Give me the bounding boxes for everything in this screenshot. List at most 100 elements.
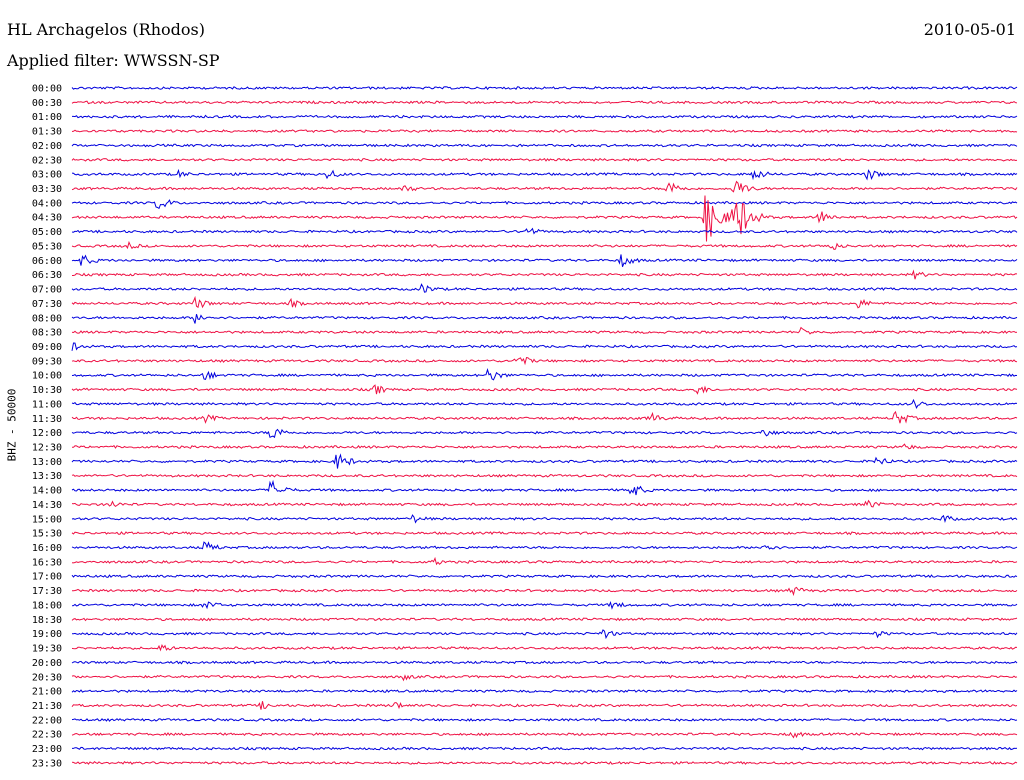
trace-line-0630 xyxy=(72,269,1018,280)
trace-line-1430 xyxy=(71,499,1018,508)
trace-time-label: 15:00 xyxy=(32,514,62,525)
trace-time-label: 16:30 xyxy=(32,557,62,568)
trace-line-0300 xyxy=(71,168,1018,181)
trace-time-label: 22:30 xyxy=(32,730,62,741)
trace-time-label: 02:00 xyxy=(32,141,62,152)
trace-line-1700 xyxy=(71,574,1018,579)
trace-line-1900 xyxy=(71,629,1018,640)
trace-time-label: 05:30 xyxy=(32,241,62,252)
trace-line-1830 xyxy=(71,617,1018,622)
station-title: HL Archagelos (Rhodos) xyxy=(7,20,205,39)
trace-time-label: 23:00 xyxy=(32,744,62,755)
trace-line-1000 xyxy=(71,367,1018,381)
trace-line-1530 xyxy=(71,531,1018,536)
trace-line-1730 xyxy=(72,586,1018,597)
trace-line-0200 xyxy=(71,143,1018,148)
trace-time-label: 18:00 xyxy=(32,600,62,611)
trace-line-1200 xyxy=(71,428,1018,439)
trace-time-label: 23:30 xyxy=(32,758,62,769)
trace-line-2100 xyxy=(71,689,1018,693)
trace-line-2130 xyxy=(71,701,1018,710)
trace-time-label: 01:00 xyxy=(32,112,62,123)
trace-time-label: 14:30 xyxy=(32,500,62,511)
trace-time-label: 09:30 xyxy=(32,356,62,367)
trace-time-label: 19:30 xyxy=(32,644,62,655)
trace-line-0400 xyxy=(71,199,1018,210)
trace-time-label: 08:00 xyxy=(32,313,62,324)
trace-time-label: 18:30 xyxy=(32,615,62,626)
trace-line-0000 xyxy=(71,86,1018,91)
trace-time-label: 12:30 xyxy=(32,443,62,454)
trace-line-0600 xyxy=(71,254,1018,267)
trace-line-1100 xyxy=(71,398,1018,409)
trace-line-1400 xyxy=(71,479,1018,496)
trace-line-1600 xyxy=(71,541,1018,551)
trace-line-2200 xyxy=(71,717,1018,722)
trace-line-1230 xyxy=(72,443,1018,450)
trace-time-label: 14:00 xyxy=(32,486,62,497)
trace-time-label: 21:00 xyxy=(32,687,62,698)
trace-line-0030 xyxy=(71,100,1018,105)
trace-time-label: 03:00 xyxy=(32,170,62,181)
trace-line-2030 xyxy=(71,674,1018,682)
trace-line-0800 xyxy=(71,314,1018,324)
date-label: 2010-05-01 xyxy=(923,20,1016,39)
trace-line-1330 xyxy=(71,473,1018,478)
trace-line-2230 xyxy=(71,731,1018,739)
trace-time-label: 06:00 xyxy=(32,256,62,267)
trace-line-1130 xyxy=(71,410,1018,424)
trace-line-0930 xyxy=(71,357,1018,366)
trace-line-2330 xyxy=(71,760,1018,765)
trace-line-0700 xyxy=(71,283,1018,293)
trace-time-label: 13:30 xyxy=(32,471,62,482)
trace-time-label: 17:30 xyxy=(32,586,62,597)
trace-line-1300 xyxy=(71,453,1018,469)
trace-time-label: 04:30 xyxy=(32,213,62,224)
trace-time-label: 05:00 xyxy=(32,227,62,238)
trace-line-0830 xyxy=(71,326,1018,335)
trace-time-label: 19:00 xyxy=(32,629,62,640)
trace-line-0100 xyxy=(72,114,1018,119)
trace-line-1630 xyxy=(71,556,1018,566)
trace-line-0230 xyxy=(71,157,1018,162)
trace-time-label: 00:30 xyxy=(32,98,62,109)
trace-time-label: 04:00 xyxy=(32,198,62,209)
trace-time-label: 13:00 xyxy=(32,457,62,468)
trace-time-label: 17:00 xyxy=(32,572,62,583)
trace-time-label: 10:00 xyxy=(32,371,62,382)
trace-line-0430 xyxy=(71,195,1018,242)
trace-time-label: 06:30 xyxy=(32,270,62,281)
trace-time-label: 02:30 xyxy=(32,155,62,166)
trace-time-label: 20:30 xyxy=(32,672,62,683)
trace-line-2300 xyxy=(72,746,1018,751)
trace-time-label: 00:00 xyxy=(32,84,62,95)
trace-time-label: 09:00 xyxy=(32,342,62,353)
trace-time-label: 22:00 xyxy=(32,715,62,726)
trace-line-1930 xyxy=(71,643,1018,652)
trace-time-label: 03:30 xyxy=(32,184,62,195)
trace-time-label: 15:30 xyxy=(32,529,62,540)
trace-time-label: 11:00 xyxy=(32,399,62,410)
trace-line-0900 xyxy=(71,342,1018,351)
trace-time-label: 20:00 xyxy=(32,658,62,669)
trace-time-label: 16:00 xyxy=(32,543,62,554)
trace-line-1800 xyxy=(71,600,1018,610)
trace-time-label: 07:30 xyxy=(32,299,62,310)
trace-time-label: 10:30 xyxy=(32,385,62,396)
trace-line-0500 xyxy=(71,227,1018,235)
trace-line-0530 xyxy=(71,240,1018,250)
trace-line-1030 xyxy=(71,384,1018,395)
trace-line-0730 xyxy=(71,295,1018,309)
trace-time-label: 07:00 xyxy=(32,285,62,296)
trace-time-label: 08:30 xyxy=(32,328,62,339)
trace-line-2000 xyxy=(71,660,1018,665)
trace-line-0330 xyxy=(71,180,1018,193)
trace-time-label: 11:30 xyxy=(32,414,62,425)
trace-time-label: 12:00 xyxy=(32,428,62,439)
trace-time-label: 01:30 xyxy=(32,127,62,138)
trace-time-label: 21:30 xyxy=(32,701,62,712)
trace-line-1500 xyxy=(71,514,1018,524)
trace-line-0130 xyxy=(71,129,1018,134)
filter-label: Applied filter: WWSSN-SP xyxy=(7,51,220,70)
